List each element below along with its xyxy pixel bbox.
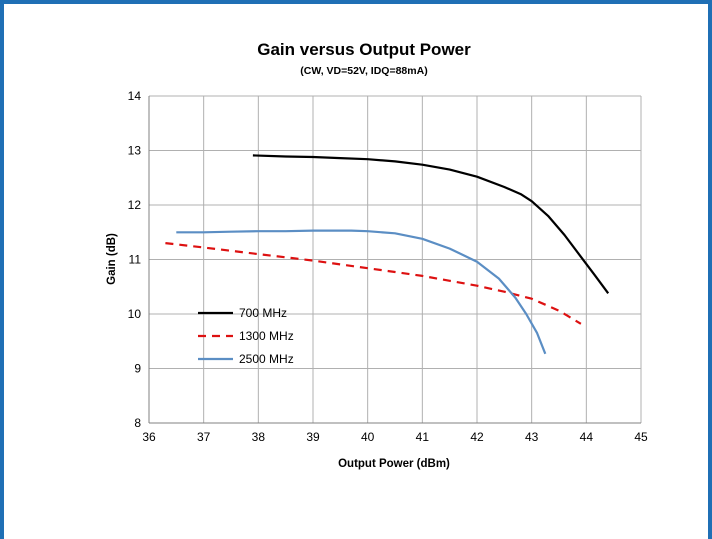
x-tick-label: 41: [416, 430, 430, 444]
x-tick-label: 36: [142, 430, 156, 444]
frame-border-right: [708, 0, 712, 539]
x-tick-label: 39: [306, 430, 320, 444]
chart-subtitle: (CW, VD=52V, IDQ=88mA): [300, 65, 427, 77]
y-tick-label: 10: [128, 307, 142, 321]
series-line-1300-mhz: [165, 242, 582, 325]
y-tick-label: 14: [128, 89, 142, 103]
y-tick-label: 9: [134, 362, 141, 376]
x-tick-label: 38: [252, 430, 266, 444]
x-tick-label: 37: [197, 430, 211, 444]
tick-labels: 36 37 38 39 40 41 42 43 44 45 8 9 10 11 12 13 14: [128, 89, 648, 444]
grid: [148, 95, 642, 424]
chart-title: Gain versus Output Power: [257, 40, 471, 59]
x-tick-label: 40: [361, 430, 375, 444]
series-line-2500-mhz: [176, 229, 547, 355]
x-tick-label: 45: [634, 430, 648, 444]
y-tick-label: 12: [128, 198, 142, 212]
y-axis-label: Gain (dB): [106, 233, 118, 285]
y-tick-label: 13: [128, 144, 142, 158]
legend: 700 MHz 1300 MHz 2500 MHz: [198, 306, 294, 366]
x-tick-label: 43: [525, 430, 539, 444]
series-lines: [165, 154, 610, 355]
frame-border-top: [0, 0, 712, 4]
x-tick-label: 42: [470, 430, 484, 444]
y-tick-label: 8: [134, 416, 141, 430]
legend-label: 700 MHz: [239, 306, 287, 320]
y-tick-label: 11: [129, 253, 142, 267]
frame-border-left: [0, 0, 4, 539]
x-tick-label: 44: [580, 430, 594, 444]
series-line-700-mhz: [252, 154, 610, 294]
legend-label: 2500 MHz: [239, 352, 294, 366]
legend-label: 1300 MHz: [239, 329, 294, 343]
x-axis-label: Output Power (dBm): [338, 458, 450, 470]
